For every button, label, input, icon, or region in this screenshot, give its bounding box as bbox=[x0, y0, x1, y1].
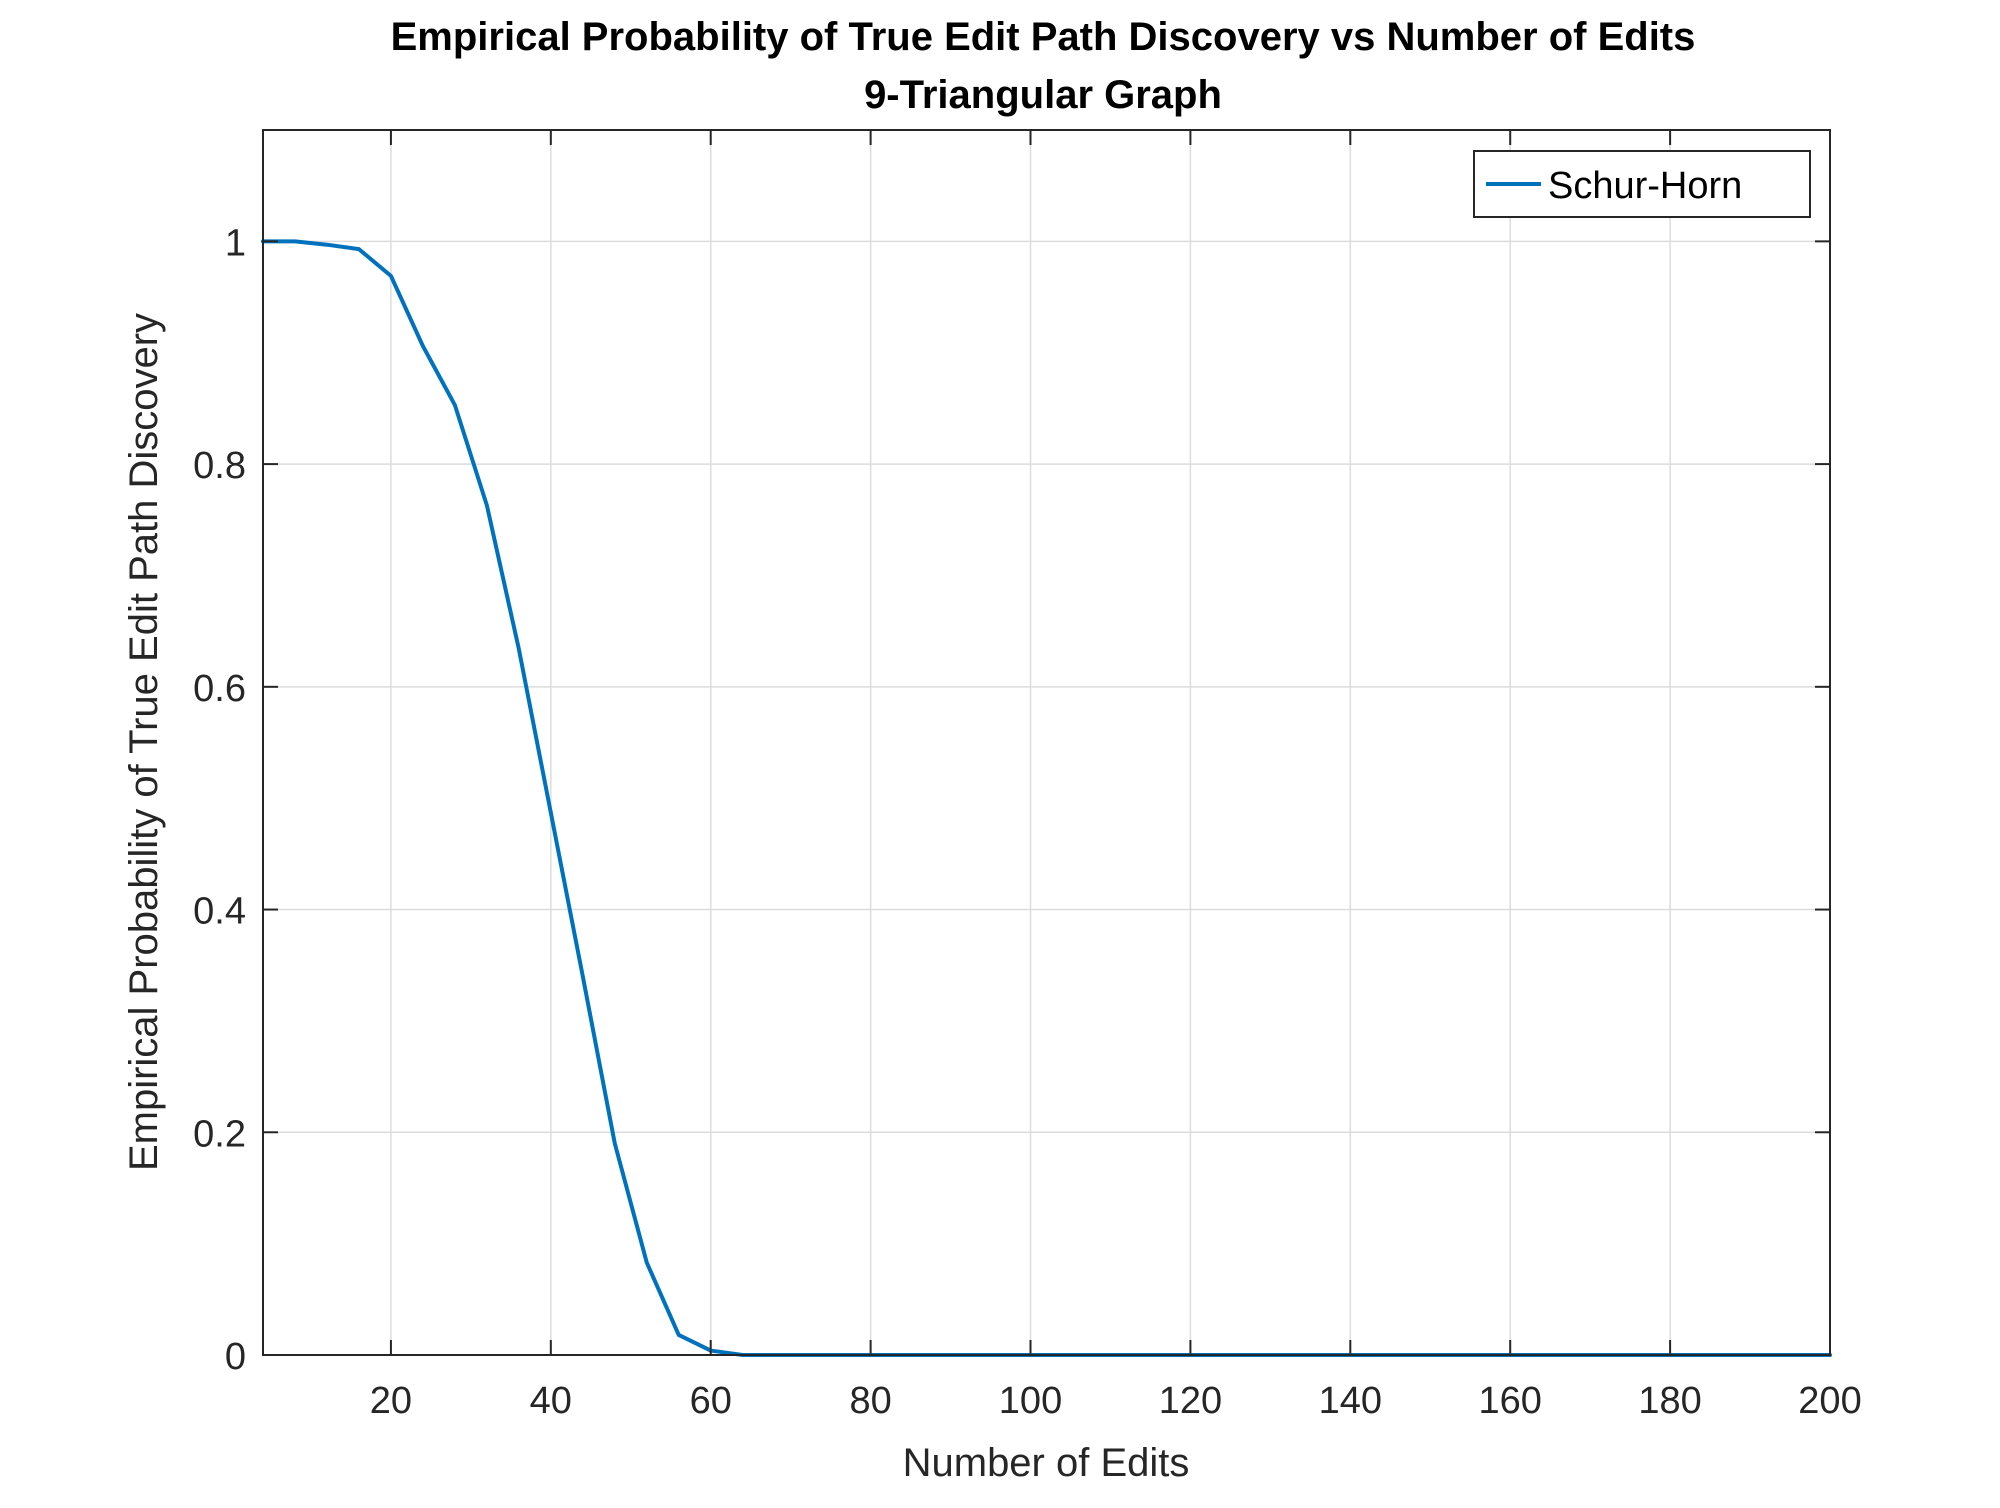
x-tick-label: 100 bbox=[999, 1380, 1062, 1422]
x-tick-label: 20 bbox=[370, 1380, 412, 1422]
plot-area bbox=[261, 129, 1832, 1357]
y-tick-label: 0 bbox=[225, 1336, 246, 1378]
x-tick-label: 160 bbox=[1479, 1380, 1542, 1422]
x-tick-label: 40 bbox=[530, 1380, 572, 1422]
x-tick-label: 200 bbox=[1798, 1380, 1861, 1422]
plot-frame bbox=[262, 129, 1831, 1356]
x-tick-label: 140 bbox=[1319, 1380, 1382, 1422]
x-tick-labels: 20 40 60 80 100 120 140 160 180 200 bbox=[370, 1380, 1862, 1422]
tick-marks bbox=[263, 130, 1831, 1356]
y-tick-labels: 0 0.2 0.4 0.6 0.8 1 bbox=[193, 222, 246, 1378]
y-tick-label: 0.8 bbox=[193, 445, 246, 487]
x-tick-label: 120 bbox=[1159, 1380, 1222, 1422]
y-tick-label: 0.4 bbox=[193, 891, 246, 933]
x-tick-label: 180 bbox=[1638, 1380, 1701, 1422]
legend-label-schur-horn: Schur-Horn bbox=[1548, 165, 1742, 207]
x-tick-label: 80 bbox=[849, 1380, 891, 1422]
legend: Schur-Horn bbox=[1473, 150, 1811, 218]
chart-subtitle: 9-Triangular Graph bbox=[864, 73, 1222, 117]
chart-title: Empirical Probability of True Edit Path … bbox=[391, 15, 1696, 59]
y-tick-label: 0.6 bbox=[193, 668, 246, 710]
y-axis-label: Empirical Probability of True Edit Path … bbox=[122, 313, 166, 1171]
y-tick-label: 0.2 bbox=[193, 1113, 246, 1155]
x-axis-label: Number of Edits bbox=[903, 1441, 1190, 1485]
y-tick-label: 1 bbox=[225, 222, 246, 264]
x-tick-label: 60 bbox=[690, 1380, 732, 1422]
plot-background bbox=[263, 130, 1830, 1355]
